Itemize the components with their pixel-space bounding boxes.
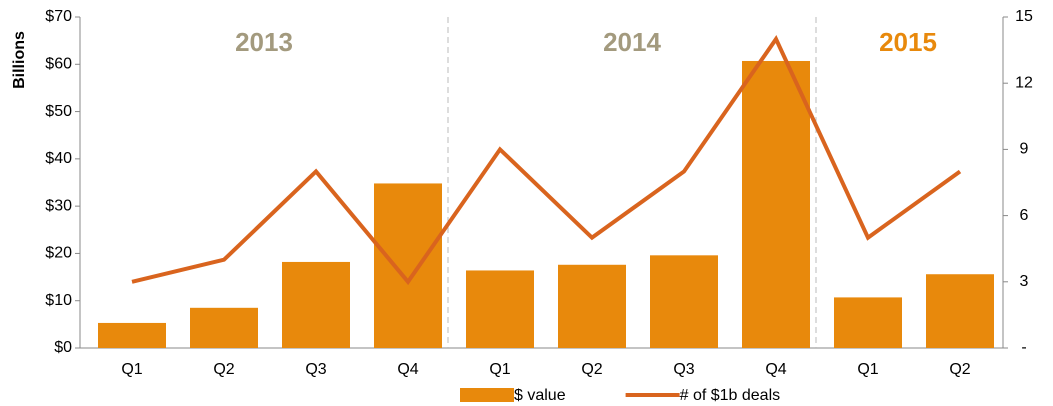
x-tick-label: Q3: [673, 361, 694, 378]
y-tick-label: $60: [45, 56, 72, 73]
x-tick-label: Q2: [581, 361, 602, 378]
bar: [374, 183, 442, 348]
legend-swatch: [460, 388, 514, 402]
x-tick-label: Q2: [949, 361, 970, 378]
bar: [98, 322, 166, 348]
y2-tick-label: 6: [1020, 207, 1029, 224]
line: [131, 35, 962, 286]
y2-tick-label: 15: [1015, 8, 1033, 25]
y2-tick-label: 9: [1020, 141, 1029, 158]
y-tick-label: $50: [45, 103, 72, 120]
y-tick-label: $0: [54, 339, 72, 356]
y-tick-label: $40: [45, 150, 72, 167]
bar: [282, 261, 350, 348]
legend-label: $ value: [514, 387, 566, 404]
y-tick-label: $10: [45, 292, 72, 309]
y2-tick-label: 3: [1020, 273, 1029, 290]
bar: [926, 274, 994, 348]
bar: [466, 270, 534, 348]
y-tick-label: $70: [45, 8, 72, 25]
x-tick-label: Q2: [213, 361, 234, 378]
year-label: 2015: [879, 27, 937, 57]
bar: [742, 60, 810, 349]
y-tick-label: $20: [45, 245, 72, 262]
legend-label: # of $1b deals: [680, 387, 781, 404]
x-tick-label: Q1: [121, 361, 142, 378]
y-axis-label: Billions: [11, 31, 28, 89]
y-tick-label: $30: [45, 197, 72, 214]
y2-tick-label: 12: [1015, 74, 1033, 91]
year-label: 2014: [603, 27, 661, 57]
x-tick-label: Q1: [857, 361, 878, 378]
x-tick-label: Q3: [305, 361, 326, 378]
bar: [834, 297, 902, 348]
bar: [558, 264, 626, 348]
bar: [190, 307, 258, 348]
y2-tick-label: -: [1021, 339, 1026, 356]
x-tick-label: Q1: [489, 361, 510, 378]
x-tick-label: Q4: [765, 361, 786, 378]
x-tick-label: Q4: [397, 361, 418, 378]
year-label: 2013: [235, 27, 293, 57]
bar: [650, 255, 718, 348]
